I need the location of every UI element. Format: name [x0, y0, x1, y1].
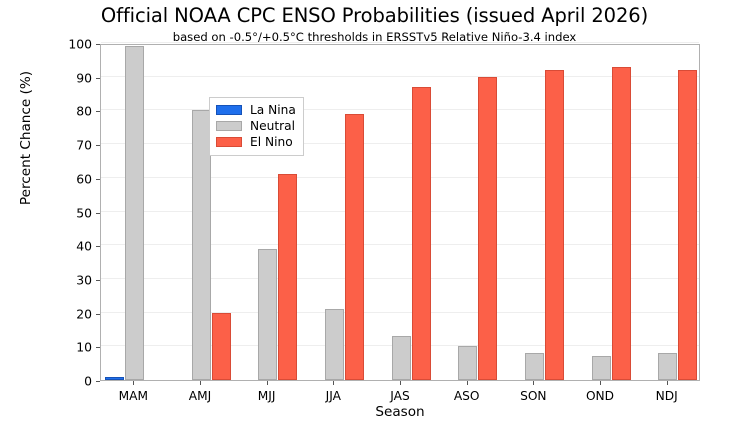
y-tick-label: 100: [68, 36, 92, 52]
bar-el-nino-mjj: [278, 174, 298, 380]
y-tick-mark: [96, 279, 100, 281]
y-tick-label: 40: [76, 238, 92, 254]
y-tick-label: 30: [76, 272, 92, 288]
y-tick-mark: [96, 111, 100, 113]
x-tick-label-ndj: NDJ: [655, 389, 678, 403]
x-axis-title: Season: [375, 404, 425, 420]
y-tick-mark: [96, 313, 100, 315]
bar-neutral-amj: [191, 110, 211, 380]
bar-neutral-mam: [124, 46, 144, 380]
x-tick-mark: [400, 381, 401, 385]
x-tick-label-mjj: MJJ: [257, 389, 276, 403]
x-tick-mark: [666, 381, 668, 385]
y-tick-label: 50: [76, 205, 92, 220]
y-tick-label: 80: [76, 103, 92, 119]
bar-el-nino-aso: [478, 76, 498, 380]
legend-label-neutral: Neutral: [250, 119, 295, 133]
page-title: Official NOAA CPC ENSO Probabilities (is…: [100, 4, 649, 27]
legend-item-la-nina: La Nina: [216, 102, 296, 118]
x-tick-label-jas: JAS: [390, 389, 410, 403]
bar-neutral-jas: [391, 336, 411, 380]
y-axis: 0 10 20 30 40 50 60 70 80 90 100: [0, 37, 100, 389]
legend-item-neutral: Neutral: [216, 118, 296, 134]
chart-legend: La Nina Neutral El Nino: [209, 97, 304, 156]
x-tick-mark: [533, 381, 535, 385]
y-tick-mark: [96, 212, 100, 214]
legend-swatch-la-nina: [216, 105, 242, 115]
x-tick-mark: [466, 381, 468, 385]
bar-neutral-ond: [591, 356, 611, 380]
y-tick-label: 10: [76, 339, 92, 355]
bar-el-nino-ond: [611, 66, 631, 380]
x-tick-mark: [133, 381, 135, 385]
y-tick-mark: [96, 77, 100, 79]
y-tick-label: 20: [76, 306, 92, 322]
y-tick-label: 70: [76, 137, 92, 153]
x-tick-mark: [600, 381, 601, 385]
bar-neutral-aso: [458, 346, 478, 380]
x-tick-label-son: SON: [520, 389, 547, 403]
plot-area: La Nina Neutral El Nino: [100, 42, 700, 381]
y-tick-mark: [96, 44, 100, 45]
x-tick-mark: [333, 381, 335, 385]
y-tick-mark: [96, 381, 100, 382]
y-tick-label: 90: [76, 70, 92, 86]
bar-neutral-ndj: [658, 353, 678, 380]
legend-label-el-nino: El Nino: [250, 135, 293, 149]
y-tick-mark: [96, 178, 100, 180]
x-tick-label-amj: AMJ: [188, 389, 212, 403]
bar-la-nina-mam: [104, 376, 124, 380]
y-tick-mark: [96, 347, 100, 349]
legend-label-la-nina: La Nina: [250, 103, 296, 117]
bar-el-nino-son: [544, 69, 564, 380]
x-tick-label-aso: ASO: [453, 389, 480, 403]
x-tick-label-mam: MAM: [118, 389, 149, 403]
x-axis: MAM AMJ MJJ JJA JAS ASO SON OND NDJ: [100, 381, 700, 411]
bar-el-nino-ndj: [678, 69, 698, 380]
chart-subtitle: based on -0.5°/+0.5°C thresholds in ERSS…: [172, 30, 577, 44]
x-tick-label-jja: JJA: [325, 389, 341, 403]
x-tick-label-ond: OND: [585, 389, 615, 403]
y-tick-label: 60: [76, 171, 92, 187]
bar-el-nino-jja: [344, 113, 364, 380]
legend-item-el-nino: El Nino: [216, 134, 296, 150]
y-tick-mark: [96, 246, 100, 248]
x-tick-mark: [266, 381, 268, 385]
x-tick-mark: [200, 381, 201, 385]
y-tick-label: 0: [84, 373, 92, 389]
bar-neutral-jja: [324, 309, 344, 380]
bar-el-nino-jas: [411, 86, 431, 380]
bar-neutral-son: [524, 353, 544, 380]
y-tick-mark: [96, 145, 100, 147]
legend-swatch-el-nino: [216, 137, 242, 147]
bars-layer: [101, 45, 699, 380]
legend-swatch-neutral: [216, 121, 242, 131]
bar-neutral-mjj: [258, 248, 278, 380]
y-axis-title: Percent Chance (%): [18, 70, 34, 206]
bar-el-nino-amj: [211, 312, 231, 380]
